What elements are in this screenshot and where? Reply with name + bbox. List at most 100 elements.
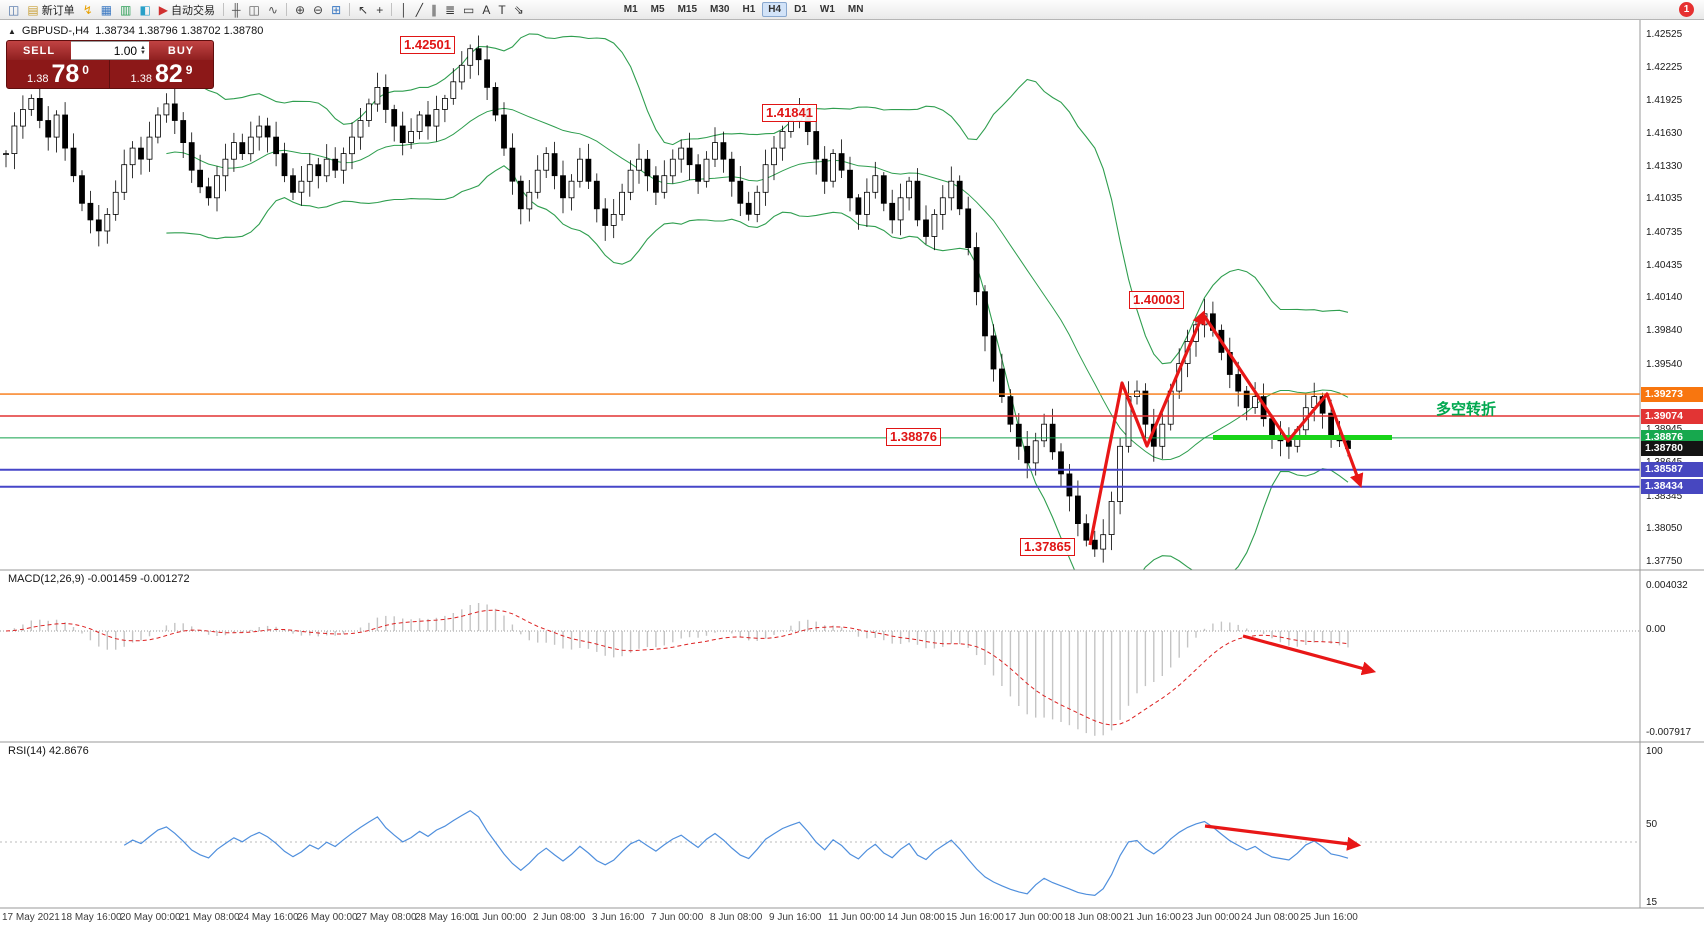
time-axis-label: 18 May 16:00	[61, 912, 122, 923]
panel-separators	[0, 20, 1704, 909]
zoom-out-icon: ⊖	[313, 2, 324, 17]
timeframe-d1[interactable]: D1	[794, 4, 807, 15]
time-axis-label: 9 Jun 16:00	[769, 912, 822, 923]
trend-arrows[interactable]	[1088, 310, 1377, 851]
macd-scale-tick: 0.00	[1646, 624, 1666, 635]
candle-chart-icon: ◫	[248, 2, 260, 17]
label-button[interactable]: T	[495, 1, 508, 18]
text-icon: A	[482, 2, 491, 17]
timeframe-mn[interactable]: MN	[847, 4, 864, 15]
buy-button[interactable]: BUY	[149, 41, 213, 60]
play-icon: ▶	[158, 2, 169, 17]
trendline-button[interactable]: ╱	[413, 1, 426, 18]
symbol-name: GBPUSD-,H4	[21, 25, 90, 37]
price-badge: 1.38780	[1641, 441, 1703, 456]
price-scale-tick: 1.40735	[1646, 227, 1683, 238]
timeframe-m1[interactable]: M1	[623, 4, 638, 15]
price-annotation-label[interactable]: 1.41841	[762, 104, 817, 122]
new-order-button-label: 新订单	[41, 4, 75, 17]
shapes-icon: ▭	[463, 2, 475, 17]
vertical-line-icon: │	[400, 2, 408, 17]
cursor-button[interactable]: ↖	[355, 1, 371, 18]
price-annotation-label[interactable]: 1.37865	[1020, 538, 1075, 556]
sell-button[interactable]: SELL	[7, 41, 71, 60]
zoom-in-button[interactable]: ⊕	[292, 1, 308, 18]
sell-price[interactable]: 1.38 78 0	[7, 60, 110, 88]
time-axis-label: 1 Jun 00:00	[474, 912, 527, 923]
macd-histogram	[0, 603, 1640, 736]
buy-price[interactable]: 1.38 82 9	[130, 60, 193, 88]
auto-trading-button-label: 自动交易	[171, 4, 216, 17]
price-scale-tick: 1.40435	[1646, 260, 1683, 271]
time-axis-label: 24 May 16:00	[238, 912, 299, 923]
notification-badge[interactable]: 1	[1679, 2, 1694, 17]
collapse-icon[interactable]: ▲	[8, 26, 16, 36]
lightning-button[interactable]: ↯	[80, 1, 96, 18]
vertical-line-button[interactable]: │	[397, 1, 411, 18]
cursor-icon: ↖	[358, 2, 369, 17]
new-order-icon: ▤	[27, 2, 39, 17]
chart-window-button[interactable]: ◫	[5, 1, 22, 18]
time-axis-label: 27 May 08:00	[356, 912, 417, 923]
time-axis-label: 8 Jun 08:00	[710, 912, 763, 923]
price-badge: 1.39273	[1641, 387, 1703, 402]
timeframe-m5[interactable]: M5	[650, 4, 665, 15]
annotation-note[interactable]: 多空转折	[1436, 401, 1497, 418]
arrows-tool-button[interactable]: ⇘	[511, 1, 527, 18]
chart-window-icon: ◫	[8, 2, 20, 17]
navigator-button[interactable]: ◧	[136, 1, 153, 18]
rsi-scale-tick: 50	[1646, 819, 1658, 830]
shapes-button[interactable]: ▭	[460, 1, 477, 18]
price-scale-tick: 1.41330	[1646, 161, 1683, 172]
price-annotation-label[interactable]: 1.42501	[400, 36, 455, 54]
price-scale-tick: 1.38050	[1646, 523, 1683, 534]
time-axis-label: 14 Jun 08:00	[887, 912, 945, 923]
time-axis-label: 25 Jun 16:00	[1300, 912, 1358, 923]
zoom-in-icon: ⊕	[294, 2, 305, 17]
text-button[interactable]: A	[479, 1, 493, 18]
one-click-trading-panel[interactable]: SELL 1.00 ▲ ▼ BUY 1.38 78 0 1.38 82 9	[6, 40, 214, 89]
line-chart-button[interactable]: ∿	[265, 1, 281, 18]
rsi-graphics	[0, 809, 1640, 897]
macd-scale-tick: 0.004032	[1646, 580, 1688, 591]
market-watch-button[interactable]: ▥	[117, 1, 134, 18]
profiles-button[interactable]: ▦	[98, 1, 115, 18]
time-axis-label: 21 May 08:00	[179, 912, 240, 923]
time-axis-label: 28 May 16:00	[415, 912, 476, 923]
auto-trading-button[interactable]: ▶ 自动交易	[156, 1, 218, 18]
time-axis-label: 21 Jun 16:00	[1123, 912, 1181, 923]
price-scale-tick: 1.41630	[1646, 128, 1683, 139]
new-order-button[interactable]: ▤ 新订单	[24, 1, 77, 18]
price-badge: 1.38434	[1641, 479, 1703, 494]
zoom-out-button[interactable]: ⊖	[310, 1, 326, 18]
fibonacci-button[interactable]: ≣	[442, 1, 458, 18]
macd-label: MACD(12,26,9) -0.001459 -0.001272	[8, 573, 190, 585]
volume-decrease-button[interactable]: ▼	[140, 49, 146, 56]
volume-input[interactable]: 1.00 ▲ ▼	[71, 41, 149, 60]
timeframe-m15[interactable]: M15	[677, 4, 698, 15]
tile-windows-button[interactable]: ⊞	[328, 1, 344, 18]
channel-button[interactable]: ∥	[428, 1, 440, 18]
price-annotation-label[interactable]: 1.38876	[886, 428, 941, 446]
candlesticks	[3, 35, 1351, 563]
toolbar-separator	[285, 3, 287, 16]
candle-chart-button[interactable]: ◫	[246, 1, 263, 18]
navigator-icon: ◧	[139, 2, 151, 17]
bar-chart-button[interactable]: ╫	[229, 1, 244, 18]
horizontal-lines[interactable]	[0, 393, 1640, 488]
time-axis-label: 17 May 2021	[2, 912, 60, 923]
toolbar: ◫ ▤ 新订单 ↯ ▦ ▥ ◧ ▶ 自动交易 ╫ ◫ ∿ ⊕ ⊖ ⊞ ↖ + │ ╱ ∥ ≣ ▭ A T ⇘ M1 M5 M15 M30…	[0, 0, 1704, 20]
time-axis-label: 2 Jun 08:00	[533, 912, 586, 923]
timeframe-w1[interactable]: W1	[819, 4, 835, 15]
timeframe-m30[interactable]: M30	[710, 4, 730, 15]
crosshair-button[interactable]: +	[373, 1, 386, 18]
timeframe-h4[interactable]: H4	[762, 2, 788, 17]
price-scale-tick: 1.41925	[1646, 95, 1683, 106]
bollinger-bands	[166, 33, 1349, 570]
price-annotation-label[interactable]: 1.40003	[1129, 291, 1184, 309]
timeframe-h1[interactable]: H1	[742, 4, 756, 15]
volume-increase-button[interactable]: ▲	[140, 44, 146, 51]
line-chart-icon: ∿	[267, 2, 278, 17]
